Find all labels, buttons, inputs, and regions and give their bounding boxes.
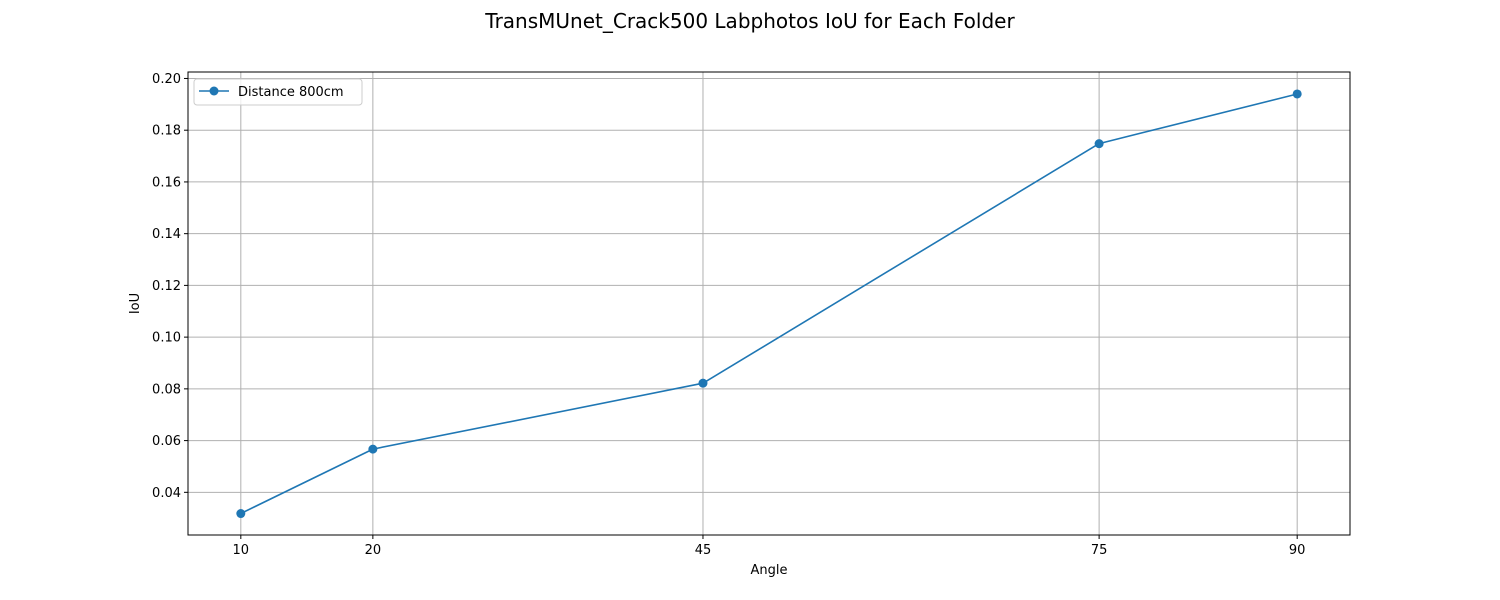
grid-lines: [188, 72, 1350, 535]
y-tick-label: 0.12: [152, 279, 181, 294]
legend-box: [193, 78, 363, 106]
data-point: [368, 444, 378, 454]
y-axis-ticks: 0.04 0.06 0.08 0.10 0.12 0.14 0.16 0.18 0.20: [152, 72, 188, 501]
series-line: [240, 93, 1298, 515]
x-axis-ticks: 10 20 45 75 90: [233, 535, 1306, 558]
series-group: [236, 89, 1302, 519]
data-point: [1094, 139, 1104, 149]
legend-label: Distance 800cm: [238, 85, 344, 100]
y-tick-label: 0.10: [152, 331, 181, 346]
y-tick-label: 0.14: [152, 227, 181, 242]
legend-marker-swatch: [209, 86, 219, 96]
x-tick-label: 20: [365, 543, 382, 558]
x-tick-label: 75: [1091, 543, 1108, 558]
y-axis-label: IoU: [128, 293, 143, 314]
legend: Distance 800cm: [193, 78, 363, 106]
y-tick-label: 0.04: [152, 486, 181, 501]
plot-frame: [187, 71, 1351, 536]
x-tick-label: 10: [233, 543, 250, 558]
y-tick-label: 0.18: [152, 124, 181, 139]
data-point: [236, 509, 246, 519]
y-tick-label: 0.20: [152, 72, 181, 87]
x-tick-label: 90: [1289, 543, 1306, 558]
y-tick-label: 0.16: [152, 175, 181, 190]
y-tick-label: 0.08: [152, 382, 181, 397]
y-tick-label: 0.06: [152, 434, 181, 449]
chart-title: TransMUnet_Crack500 Labphotos IoU for Ea…: [484, 9, 1015, 33]
data-point: [1292, 89, 1302, 99]
x-axis-label: Angle: [751, 563, 788, 578]
x-tick-label: 45: [695, 543, 712, 558]
data-point: [698, 378, 708, 388]
